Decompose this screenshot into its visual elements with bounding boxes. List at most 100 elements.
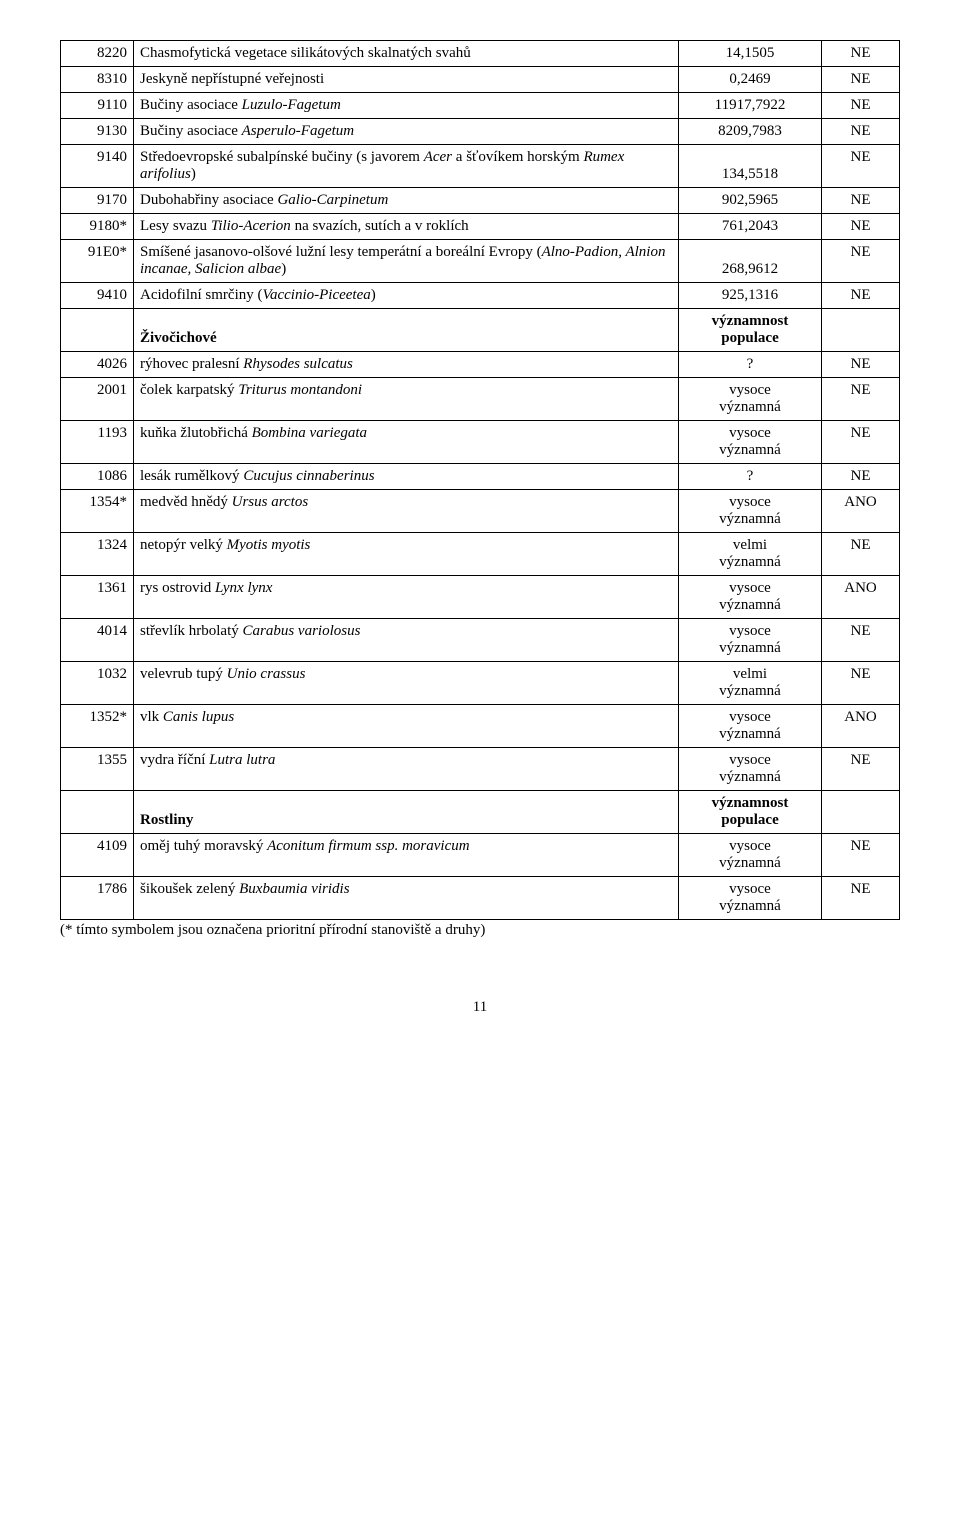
code-cell: 9170 xyxy=(61,188,134,214)
table-row: 4014střevlík hrbolatý Carabus variolosus… xyxy=(61,619,900,662)
value-cell: 268,9612 xyxy=(679,240,822,283)
table-row: 1193kuňka žlutobřichá Bombina variegatav… xyxy=(61,421,900,464)
value-cell: vysocevýznamná xyxy=(679,619,822,662)
code-cell: 1352* xyxy=(61,705,134,748)
species-name: Bučiny asociace Asperulo-Fagetum xyxy=(134,119,679,145)
species-name: kuňka žlutobřichá Bombina variegata xyxy=(134,421,679,464)
table-row: 1032velevrub tupý Unio crassusvelmivýzna… xyxy=(61,662,900,705)
flag-cell: NE xyxy=(822,662,900,705)
table-row: 9110Bučiny asociace Luzulo-Fagetum11917,… xyxy=(61,93,900,119)
table-row: 2001čolek karpatský Triturus montandoniv… xyxy=(61,378,900,421)
species-name: Chasmofytická vegetace silikátových skal… xyxy=(134,41,679,67)
table-row: 4109oměj tuhý moravský Aconitum firmum s… xyxy=(61,834,900,877)
code-cell: 1361 xyxy=(61,576,134,619)
value-cell: 14,1505 xyxy=(679,41,822,67)
table-row: 1352*vlk Canis lupusvysocevýznamnáANO xyxy=(61,705,900,748)
species-name: střevlík hrbolatý Carabus variolosus xyxy=(134,619,679,662)
table-row: 8220Chasmofytická vegetace silikátových … xyxy=(61,41,900,67)
table-row: 9140Středoevropské subalpínské bučiny (s… xyxy=(61,145,900,188)
code-cell: 9110 xyxy=(61,93,134,119)
value-cell: vysocevýznamná xyxy=(679,877,822,920)
value-cell: vysocevýznamná xyxy=(679,705,822,748)
value-cell: ? xyxy=(679,352,822,378)
flag-cell: NE xyxy=(822,834,900,877)
flag-cell xyxy=(822,309,900,352)
flag-cell: NE xyxy=(822,145,900,188)
table-row: Rostlinyvýznamnostpopulace xyxy=(61,791,900,834)
species-name: rýhovec pralesní Rhysodes sulcatus xyxy=(134,352,679,378)
code-cell: 9130 xyxy=(61,119,134,145)
species-name: rys ostrovid Lynx lynx xyxy=(134,576,679,619)
value-cell: 902,5965 xyxy=(679,188,822,214)
species-name: Středoevropské subalpínské bučiny (s jav… xyxy=(134,145,679,188)
flag-cell: NE xyxy=(822,93,900,119)
flag-cell: NE xyxy=(822,421,900,464)
species-name: vlk Canis lupus xyxy=(134,705,679,748)
code-cell: 8220 xyxy=(61,41,134,67)
code-cell: 4026 xyxy=(61,352,134,378)
value-cell: 11917,7922 xyxy=(679,93,822,119)
code-cell xyxy=(61,309,134,352)
flag-cell xyxy=(822,791,900,834)
code-cell: 9410 xyxy=(61,283,134,309)
species-name: Smíšené jasanovo-olšové lužní lesy tempe… xyxy=(134,240,679,283)
page-number: 11 xyxy=(60,999,900,1016)
code-cell: 1786 xyxy=(61,877,134,920)
table-row: 1324netopýr velký Myotis myotisvelmivýzn… xyxy=(61,533,900,576)
flag-cell: ANO xyxy=(822,576,900,619)
value-cell: 0,2469 xyxy=(679,67,822,93)
species-name: Acidofilní smrčiny (Vaccinio-Piceetea) xyxy=(134,283,679,309)
value-cell: 134,5518 xyxy=(679,145,822,188)
value-cell: významnostpopulace xyxy=(679,309,822,352)
flag-cell: ANO xyxy=(822,705,900,748)
code-cell: 1086 xyxy=(61,464,134,490)
section-header: Živočichové xyxy=(134,309,679,352)
flag-cell: NE xyxy=(822,352,900,378)
code-cell xyxy=(61,791,134,834)
flag-cell: ANO xyxy=(822,490,900,533)
species-name: lesák rumělkový Cucujus cinnaberinus xyxy=(134,464,679,490)
code-cell: 9140 xyxy=(61,145,134,188)
value-cell: ? xyxy=(679,464,822,490)
code-cell: 1354* xyxy=(61,490,134,533)
table-row: 1361rys ostrovid Lynx lynxvysocevýznamná… xyxy=(61,576,900,619)
species-name: medvěd hnědý Ursus arctos xyxy=(134,490,679,533)
code-cell: 2001 xyxy=(61,378,134,421)
flag-cell: NE xyxy=(822,214,900,240)
species-name: Dubohabřiny asociace Galio-Carpinetum xyxy=(134,188,679,214)
species-name: čolek karpatský Triturus montandoni xyxy=(134,378,679,421)
flag-cell: NE xyxy=(822,67,900,93)
section-header: Rostliny xyxy=(134,791,679,834)
flag-cell: NE xyxy=(822,240,900,283)
flag-cell: NE xyxy=(822,119,900,145)
table-row: 1786šikoušek zelený Buxbaumia viridisvys… xyxy=(61,877,900,920)
code-cell: 1324 xyxy=(61,533,134,576)
value-cell: vysocevýznamná xyxy=(679,421,822,464)
value-cell: vysocevýznamná xyxy=(679,834,822,877)
table-row: 1354*medvěd hnědý Ursus arctosvysocevýzn… xyxy=(61,490,900,533)
code-cell: 4109 xyxy=(61,834,134,877)
flag-cell: NE xyxy=(822,283,900,309)
value-cell: vysocevýznamná xyxy=(679,576,822,619)
flag-cell: NE xyxy=(822,533,900,576)
flag-cell: NE xyxy=(822,748,900,791)
value-cell: významnostpopulace xyxy=(679,791,822,834)
code-cell: 1032 xyxy=(61,662,134,705)
code-cell: 8310 xyxy=(61,67,134,93)
species-name: vydra říční Lutra lutra xyxy=(134,748,679,791)
value-cell: 8209,7983 xyxy=(679,119,822,145)
flag-cell: NE xyxy=(822,877,900,920)
species-name: velevrub tupý Unio crassus xyxy=(134,662,679,705)
value-cell: velmivýznamná xyxy=(679,662,822,705)
value-cell: vysocevýznamná xyxy=(679,748,822,791)
table-row: 91E0*Smíšené jasanovo-olšové lužní lesy … xyxy=(61,240,900,283)
table-row: 9130Bučiny asociace Asperulo-Fagetum8209… xyxy=(61,119,900,145)
flag-cell: NE xyxy=(822,41,900,67)
flag-cell: NE xyxy=(822,619,900,662)
value-cell: 761,2043 xyxy=(679,214,822,240)
value-cell: velmivýznamná xyxy=(679,533,822,576)
species-name: šikoušek zelený Buxbaumia viridis xyxy=(134,877,679,920)
table-row: 9410Acidofilní smrčiny (Vaccinio-Piceete… xyxy=(61,283,900,309)
species-name: Jeskyně nepřístupné veřejnosti xyxy=(134,67,679,93)
table-row: 9180*Lesy svazu Tilio-Acerion na svazích… xyxy=(61,214,900,240)
